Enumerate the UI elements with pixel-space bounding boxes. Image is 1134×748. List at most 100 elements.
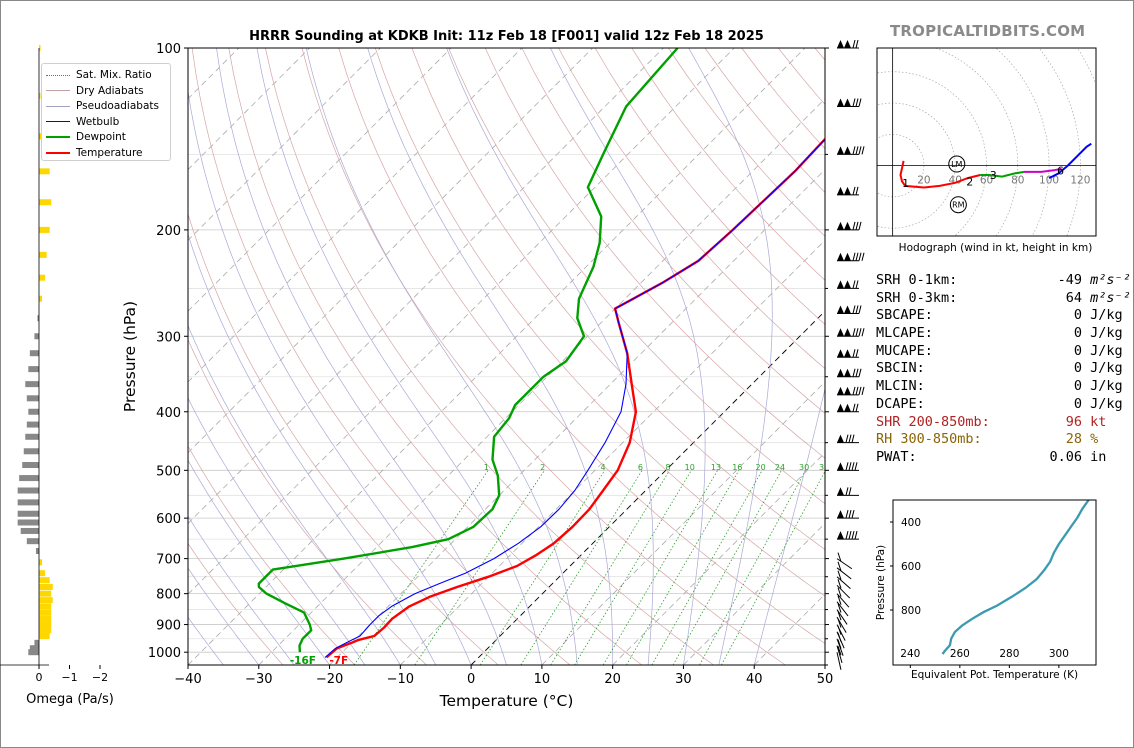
barb-tick xyxy=(848,434,852,443)
legend-label: Dry Adiabats xyxy=(76,84,144,97)
barb-flag xyxy=(844,40,851,48)
stat-row: SRH 0-3km: 64 m²s⁻² xyxy=(876,290,1131,308)
legend-entry: Dewpoint xyxy=(46,130,126,144)
stat-value: 0 xyxy=(1073,360,1082,377)
barb-flag xyxy=(844,403,851,412)
barb-flag xyxy=(844,252,851,261)
stat-row: PWAT: 0.06 in xyxy=(876,449,1131,467)
thetae-y-tick-label: 600 xyxy=(901,561,921,573)
omega-bar xyxy=(37,315,39,322)
barb-flag xyxy=(837,434,844,443)
hodograph-trace xyxy=(980,170,1025,178)
mixing-ratio-label: 6 xyxy=(638,463,643,472)
isotherm-line xyxy=(470,310,825,665)
dry-adiabat xyxy=(448,48,825,505)
wind-barb xyxy=(836,639,843,663)
barb-tick xyxy=(837,611,842,621)
storm-motion-marker xyxy=(949,196,967,214)
omega-bar xyxy=(39,274,46,281)
omega-bar xyxy=(39,577,50,584)
barb-tick xyxy=(852,186,856,195)
omega-tick-label: −2 xyxy=(92,671,108,684)
mixing-ratio-line xyxy=(353,470,489,665)
barb-tick xyxy=(852,252,856,261)
mixing-ratio-line xyxy=(699,470,806,665)
mixing-ratio-line xyxy=(602,470,718,665)
moist-adiabat xyxy=(188,397,366,665)
stat-label: PWAT: xyxy=(876,448,917,465)
stat-label: MLCAPE: xyxy=(876,325,933,342)
dry-adiabat xyxy=(188,445,355,665)
isotherm-line xyxy=(329,168,825,665)
omega-bar xyxy=(39,621,52,628)
stat-value: 0 xyxy=(1073,395,1082,412)
mixing-ratio-label: 36 xyxy=(819,463,829,472)
stat-unit: m²s⁻² xyxy=(1082,272,1131,288)
mixing-ratio-label: 2 xyxy=(540,463,545,472)
barb-tick xyxy=(855,403,859,412)
omega-bar xyxy=(25,433,39,440)
mixing-ratio-label: 8 xyxy=(665,463,670,472)
mixing-ratio-label: 24 xyxy=(775,463,785,472)
barb-flag xyxy=(837,280,844,289)
stat-unit: J/kg xyxy=(1082,325,1123,342)
omega-bar xyxy=(26,538,39,545)
dry-adiabat xyxy=(188,338,427,665)
legend-entry: Sat. Mix. Ratio xyxy=(46,68,152,82)
profile-dewpoint xyxy=(257,48,679,653)
barb-flag xyxy=(837,510,844,519)
stat-label: SBCAPE: xyxy=(876,307,933,324)
barb-tick xyxy=(858,305,862,314)
wind-barb xyxy=(836,570,851,590)
thetae-clip xyxy=(941,500,1090,655)
thetae-y-axis-label: Pressure (hPa) xyxy=(875,545,887,620)
x-tick-label: 40 xyxy=(746,672,763,687)
wind-barb xyxy=(836,587,850,608)
hodograph-height-label: 2 xyxy=(966,175,973,188)
skewt-title: HRRR Sounding at KDKB Init: 11z Feb 18 [… xyxy=(249,29,764,44)
stats-panel: SRH 0-1km: -49 m²s⁻² SRH 0-3km: 64 m²s⁻² SBC… xyxy=(876,272,1131,467)
barb-tick xyxy=(855,252,859,261)
barb-flag xyxy=(844,221,851,230)
storm-motion-label: RM xyxy=(952,201,965,210)
omega-bar xyxy=(28,366,39,373)
omega-bar xyxy=(39,168,50,175)
wind-barb xyxy=(837,146,865,155)
barb-tick xyxy=(855,186,859,195)
y-tick-label: 600 xyxy=(156,512,181,527)
thetae-x-tick-label: 260 xyxy=(950,648,970,660)
omega-bar xyxy=(39,632,50,639)
mixing-ratio-line xyxy=(550,470,670,665)
barb-flag xyxy=(837,368,844,377)
dry-adiabat xyxy=(374,48,825,597)
profile-wetbulb xyxy=(324,138,825,658)
hodograph-height-label: 1 xyxy=(902,177,909,190)
legend-swatch xyxy=(46,74,70,76)
barb-staff xyxy=(836,601,849,617)
wind-barb xyxy=(837,39,859,49)
omega-bar xyxy=(39,627,52,634)
barb-flag xyxy=(837,98,844,107)
omega-bar xyxy=(23,448,39,455)
barb-flag xyxy=(837,462,844,471)
moist-adiabat xyxy=(446,48,654,665)
barb-tick xyxy=(852,221,856,231)
wind-barb xyxy=(836,646,842,670)
omega-bar xyxy=(29,350,39,357)
wind-barb xyxy=(837,487,859,496)
omega-bar xyxy=(19,475,39,482)
barb-flag xyxy=(837,328,844,337)
isotherm-line xyxy=(612,452,825,665)
stat-unit: kt xyxy=(1082,413,1107,430)
y-tick-label: 300 xyxy=(156,330,181,345)
legend-label: Temperature xyxy=(76,146,143,159)
omega-bar xyxy=(26,421,39,428)
barb-tick xyxy=(855,280,859,289)
stat-value: 0 xyxy=(1073,378,1082,395)
omega-bar xyxy=(34,639,39,646)
barb-tick xyxy=(861,252,865,261)
wind-barb xyxy=(837,98,862,108)
barb-tick xyxy=(855,98,859,107)
barb-tick xyxy=(855,349,859,358)
legend-entry: Wetbulb xyxy=(46,115,119,129)
